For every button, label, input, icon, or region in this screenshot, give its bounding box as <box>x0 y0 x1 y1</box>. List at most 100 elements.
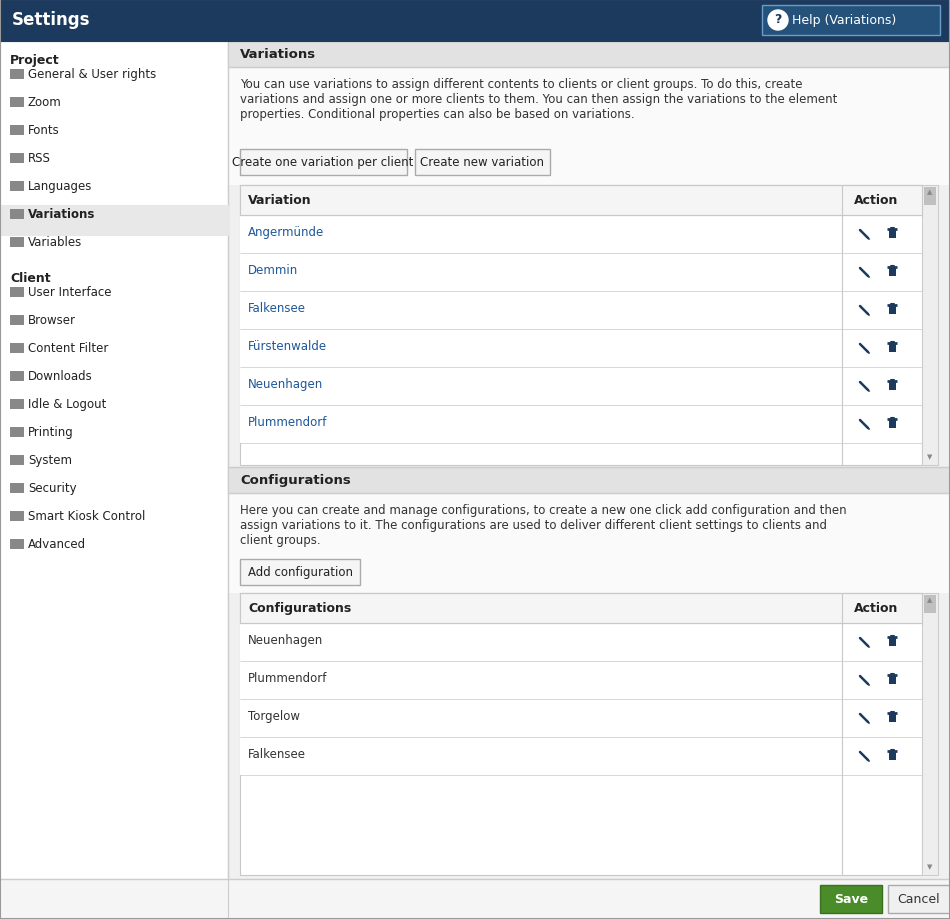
Circle shape <box>768 11 788 31</box>
Bar <box>0 0 950 42</box>
Text: System: System <box>28 453 72 467</box>
Text: Zoom: Zoom <box>28 96 62 108</box>
Bar <box>240 623 922 662</box>
Text: Falkensee: Falkensee <box>248 747 306 760</box>
Bar <box>924 596 936 613</box>
Bar <box>888 639 896 646</box>
Text: Configurations: Configurations <box>248 601 352 614</box>
Bar <box>924 187 936 206</box>
Text: Idle & Logout: Idle & Logout <box>28 398 106 411</box>
Text: ▲: ▲ <box>927 188 933 195</box>
Bar <box>240 150 407 176</box>
Bar <box>10 98 24 108</box>
Text: Configurations: Configurations <box>240 473 351 486</box>
Bar <box>888 714 896 722</box>
Bar <box>10 539 24 550</box>
Text: Browser: Browser <box>28 313 76 326</box>
Text: Plummendorf: Plummendorf <box>248 415 328 428</box>
Text: Neuenhagen: Neuenhagen <box>248 378 323 391</box>
Bar <box>0 206 228 236</box>
Bar <box>10 210 24 220</box>
Bar <box>888 231 896 239</box>
Text: Variation: Variation <box>248 194 312 207</box>
Bar <box>888 345 896 353</box>
Text: variations and assign one or more clients to them. You can then assign the varia: variations and assign one or more client… <box>240 93 837 106</box>
Bar <box>240 405 922 444</box>
Bar <box>240 737 922 775</box>
Text: Variables: Variables <box>28 236 83 249</box>
Bar <box>922 594 938 875</box>
Text: Angermünde: Angermünde <box>248 226 324 239</box>
Text: Project: Project <box>10 54 60 67</box>
Bar <box>922 186 938 466</box>
Text: Falkensee: Falkensee <box>248 301 306 314</box>
Text: Client: Client <box>10 272 50 285</box>
Bar <box>0 42 228 879</box>
Text: ▲: ▲ <box>927 596 933 602</box>
Bar <box>10 344 24 354</box>
Bar <box>10 70 24 80</box>
Text: Settings: Settings <box>12 11 90 29</box>
Text: Fonts: Fonts <box>28 124 60 137</box>
Bar <box>240 254 922 291</box>
Bar <box>10 371 24 381</box>
Text: ▼: ▼ <box>927 863 933 869</box>
Text: Security: Security <box>28 482 77 494</box>
Bar <box>0 879 950 919</box>
Text: RSS: RSS <box>28 152 51 165</box>
Bar <box>888 268 896 277</box>
Bar <box>888 752 896 760</box>
Bar <box>10 512 24 521</box>
Bar <box>240 594 922 875</box>
Bar <box>228 468 950 494</box>
Bar <box>10 315 24 325</box>
Text: Create one variation per client: Create one variation per client <box>233 156 413 169</box>
Text: ▼: ▼ <box>927 453 933 460</box>
Text: Here you can create and manage configurations, to create a new one click add con: Here you can create and manage configura… <box>240 504 846 516</box>
Text: Help (Variations): Help (Variations) <box>792 14 896 27</box>
Bar <box>888 421 896 428</box>
Bar <box>240 330 922 368</box>
Text: Neuenhagen: Neuenhagen <box>248 633 323 646</box>
Bar <box>240 186 922 466</box>
Bar <box>10 400 24 410</box>
Text: Printing: Printing <box>28 425 74 438</box>
Bar <box>10 153 24 164</box>
Text: Cancel: Cancel <box>898 892 940 905</box>
Text: User Interface: User Interface <box>28 286 111 299</box>
Bar <box>240 368 922 405</box>
Text: Action: Action <box>854 601 899 614</box>
Bar <box>228 42 950 68</box>
Bar <box>415 150 550 176</box>
Text: You can use variations to assign different contents to clients or client groups.: You can use variations to assign differe… <box>240 78 803 91</box>
Text: Content Filter: Content Filter <box>28 342 108 355</box>
Bar <box>10 126 24 136</box>
Text: Variations: Variations <box>240 48 316 61</box>
Bar <box>10 456 24 466</box>
Text: Smart Kiosk Control: Smart Kiosk Control <box>28 509 145 522</box>
Bar <box>240 186 922 216</box>
Bar <box>888 307 896 314</box>
Text: Demmin: Demmin <box>248 264 298 277</box>
Bar <box>10 288 24 298</box>
Bar <box>10 427 24 437</box>
Bar <box>240 699 922 737</box>
Bar <box>820 885 882 913</box>
Bar <box>240 560 360 585</box>
Text: Action: Action <box>854 194 899 207</box>
Text: Save: Save <box>834 892 868 905</box>
Bar <box>240 291 922 330</box>
Bar <box>228 42 950 879</box>
Bar <box>10 483 24 494</box>
Text: Torgelow: Torgelow <box>248 709 300 722</box>
Bar <box>888 885 950 913</box>
Text: assign variations to it. The configurations are used to deliver different client: assign variations to it. The configurati… <box>240 518 827 531</box>
Bar <box>10 182 24 192</box>
Bar <box>240 216 922 254</box>
Bar <box>762 6 940 36</box>
Bar <box>888 676 896 685</box>
Bar <box>228 68 950 186</box>
Text: Variations: Variations <box>28 208 95 221</box>
Bar <box>10 238 24 248</box>
Text: Fürstenwalde: Fürstenwalde <box>248 340 327 353</box>
